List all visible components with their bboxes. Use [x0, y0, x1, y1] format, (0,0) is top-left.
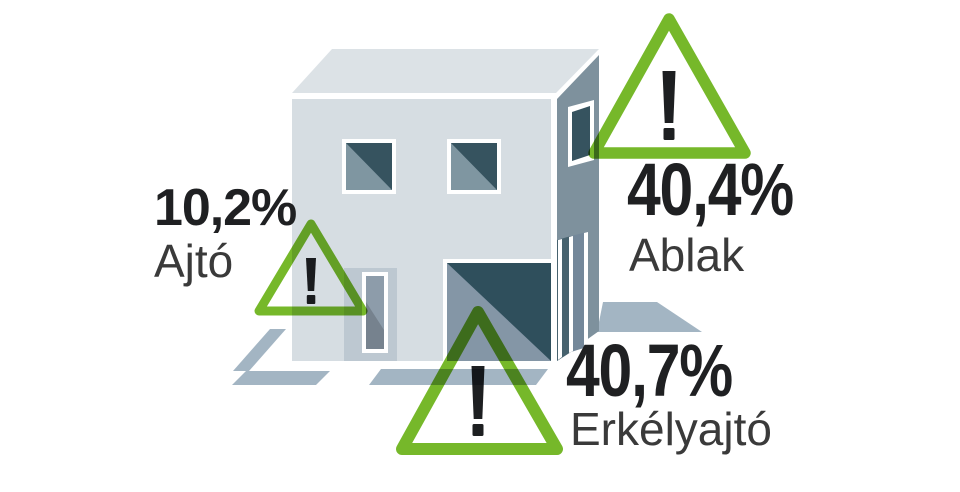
side-door-frame-line: [584, 232, 588, 348]
stat-window-percent: 40,4%: [627, 148, 794, 231]
stat-door-percent: 10,2%: [154, 179, 297, 237]
ground-shadow-right: [597, 302, 702, 332]
window-glass-dark: [346, 143, 392, 190]
ground-shadow-left-band: [232, 371, 330, 385]
stat-balcony-door-percent: 40,7%: [566, 329, 733, 412]
house-roof: [292, 49, 599, 93]
door-panel-shade: [366, 302, 384, 349]
side-door-frame-line: [558, 239, 562, 360]
side-balcony-door: [557, 232, 588, 361]
ground-shadow-middle-band: [369, 369, 548, 385]
exclamation-dot: [472, 424, 484, 436]
stat-window-label: Ablak: [629, 229, 745, 281]
exclamation-dot: [306, 295, 316, 304]
exclamation-bar: [662, 71, 676, 123]
side-door-frame-line: [569, 236, 573, 353]
exclamation-bar: [306, 258, 316, 291]
triangle-outline: [588, 13, 751, 159]
side-door-panel: [571, 232, 587, 352]
stat-door: 10,2% Ajtó: [154, 179, 297, 287]
stat-balcony-door-label: Erkélyajtó: [570, 403, 772, 455]
stat-balcony-door: 40,7% Erkélyajtó: [566, 329, 772, 455]
stat-door-label: Ajtó: [154, 235, 234, 287]
exclamation-bar: [471, 366, 485, 419]
window-glass-dark: [451, 143, 497, 190]
ground-shadows: [232, 302, 702, 385]
window-glass-dark: [572, 106, 590, 161]
stat-window: 40,4% Ablak: [627, 148, 829, 281]
triangle-outline: [396, 306, 563, 455]
side-window: [568, 100, 594, 167]
opening-dark: [447, 263, 551, 361]
warning-triangle-icon: [396, 306, 563, 455]
ground-shadow-left-diagonal: [233, 329, 286, 371]
front-window-right: [447, 139, 501, 194]
warning-triangle-icon: [254, 219, 368, 316]
triangle-outline: [254, 219, 368, 316]
warning-triangle-icon: [588, 13, 751, 159]
front-window-left: [342, 139, 396, 194]
exclamation-dot: [663, 128, 675, 140]
